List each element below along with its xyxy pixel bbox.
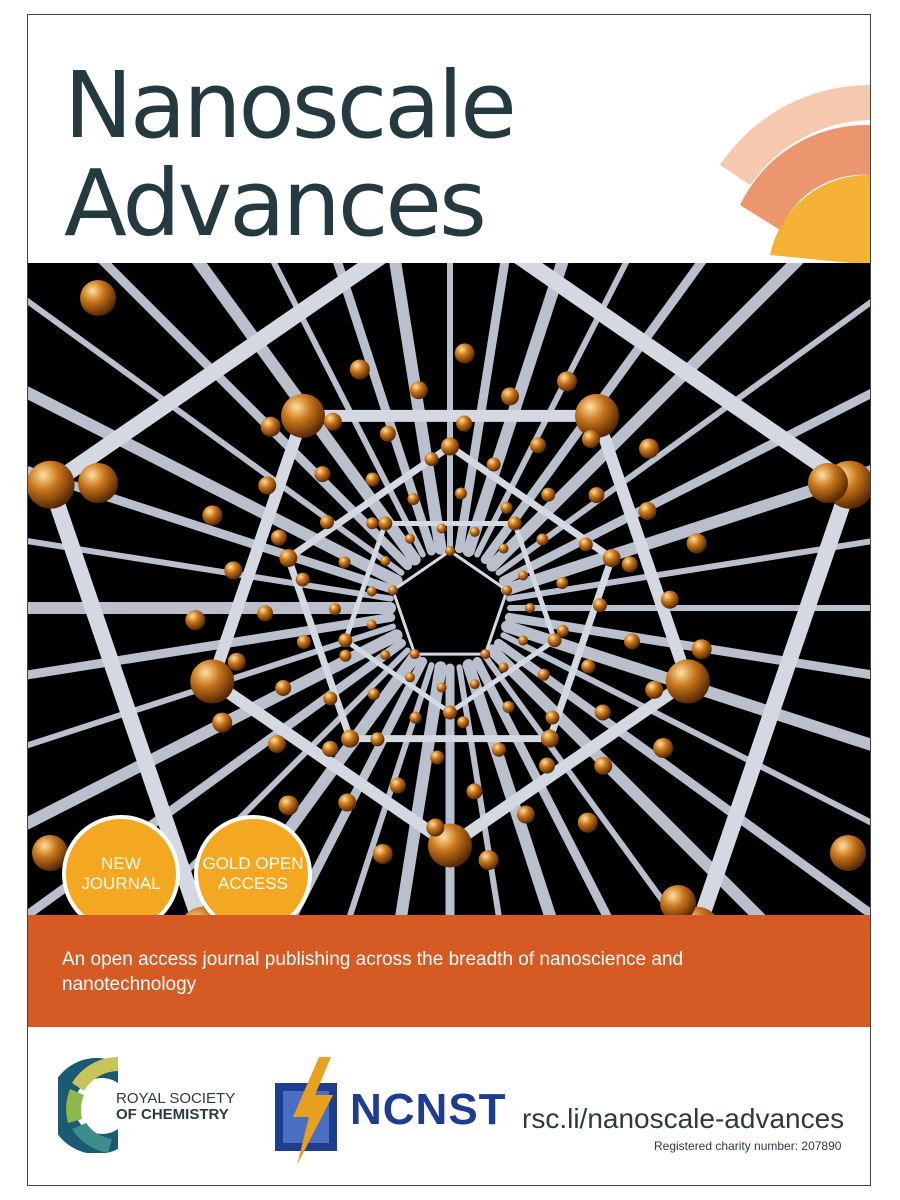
ncnst-logo <box>275 1057 337 1165</box>
rsc-logo-text: ROYAL SOCIETY OF CHEMISTRY <box>116 1091 235 1123</box>
rsc-logo <box>58 1057 118 1153</box>
badge-line: GOLD OPEN <box>202 854 304 873</box>
journal-url[interactable]: rsc.li/nanoscale-advances <box>522 1103 845 1134</box>
gold-open-access-badge: GOLD OPEN ACCESS <box>194 815 312 933</box>
cover-artwork <box>28 263 870 915</box>
journal-title-line2: Advances <box>64 150 487 257</box>
tagline: An open access journal publishing across… <box>62 949 684 995</box>
tagline-band <box>28 915 870 1027</box>
nanostructure-illustration <box>28 263 870 915</box>
rsc-line2: OF CHEMISTRY <box>116 1106 229 1123</box>
charity-number: Registered charity number: 207890 <box>654 1139 842 1153</box>
journal-title: Nanoscale Advances <box>64 52 517 257</box>
cover-page: Nanoscale Advances NEW JOURNAL GOLD OPEN… <box>27 14 871 1186</box>
rsc-line1: ROYAL SOCIETY <box>116 1090 236 1107</box>
badge-line: ACCESS <box>218 874 288 893</box>
ncnst-wordmark: NCNST <box>350 1085 507 1134</box>
new-journal-badge: NEW JOURNAL <box>62 815 180 933</box>
journal-title-line1: Nanoscale <box>64 52 517 159</box>
badge-line: NEW <box>101 854 141 873</box>
badge-line: JOURNAL <box>81 874 161 893</box>
